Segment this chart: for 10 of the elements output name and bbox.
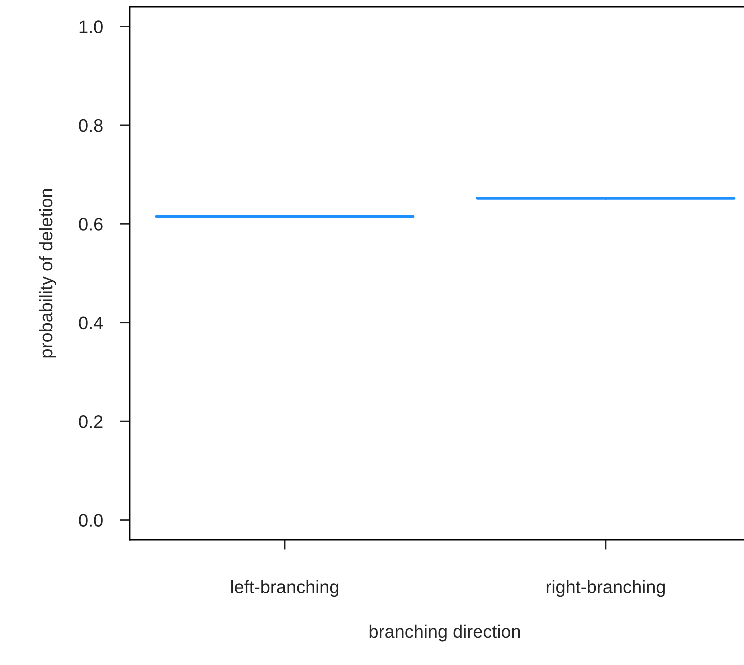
y-tick-label: 0.4 <box>79 316 104 330</box>
x-tick-label: right-branching <box>546 580 666 598</box>
x-axis-title: branching direction <box>370 624 520 642</box>
y-tick-label: 0.0 <box>79 514 103 527</box>
y-tick-label: 0.8 <box>79 119 103 132</box>
y-axis-title: probability of deletion <box>39 189 56 358</box>
y-tick-label: 0.6 <box>79 218 103 231</box>
y-tick-label: 1.0 <box>80 20 103 34</box>
x-tick-label: left-branching <box>232 580 339 598</box>
y-tick-label: 0.2 <box>79 415 103 428</box>
